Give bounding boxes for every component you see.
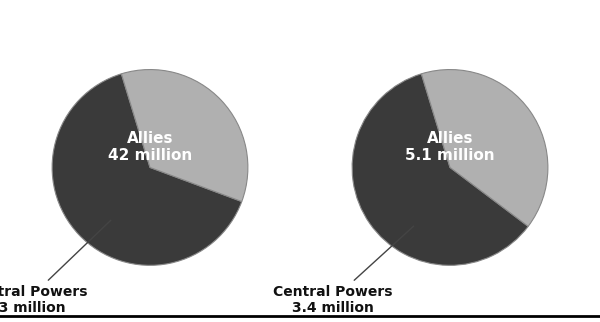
Text: Central Powers
3.4 million: Central Powers 3.4 million xyxy=(273,226,413,315)
Text: Allies: Allies xyxy=(127,131,173,146)
Text: Central Powers
23 million: Central Powers 23 million xyxy=(0,220,111,315)
Text: 42 million: 42 million xyxy=(108,148,192,163)
Wedge shape xyxy=(421,70,548,226)
Wedge shape xyxy=(352,74,528,265)
Text: 5.1 million: 5.1 million xyxy=(405,148,495,163)
Text: Military Deaths: Military Deaths xyxy=(376,13,526,31)
Text: Allies: Allies xyxy=(427,131,473,146)
Wedge shape xyxy=(52,74,242,265)
Text: Total Mobilized Forces: Total Mobilized Forces xyxy=(40,13,258,31)
Wedge shape xyxy=(121,70,248,202)
